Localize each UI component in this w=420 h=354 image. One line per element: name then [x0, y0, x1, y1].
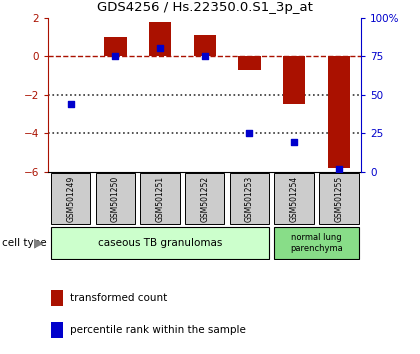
Bar	[194, 35, 216, 56]
Text: GSM501252: GSM501252	[200, 176, 209, 222]
Text: GSM501254: GSM501254	[290, 176, 299, 222]
FancyBboxPatch shape	[51, 173, 90, 224]
Point	[202, 53, 208, 59]
Bar	[51, 290, 63, 306]
Point	[336, 166, 342, 171]
FancyBboxPatch shape	[96, 173, 135, 224]
Text: GSM501251: GSM501251	[155, 176, 165, 222]
FancyBboxPatch shape	[275, 227, 359, 259]
FancyBboxPatch shape	[319, 173, 359, 224]
Text: GSM501255: GSM501255	[334, 176, 344, 222]
Bar	[238, 56, 261, 70]
Bar	[149, 22, 171, 56]
Text: GSM501250: GSM501250	[111, 176, 120, 222]
Point	[157, 46, 163, 51]
Point	[246, 130, 253, 136]
Text: caseous TB granulomas: caseous TB granulomas	[98, 238, 222, 248]
Bar	[328, 56, 350, 168]
Point	[291, 139, 297, 145]
Bar	[104, 37, 126, 56]
Text: ▶: ▶	[34, 236, 43, 249]
Point	[112, 53, 119, 59]
FancyBboxPatch shape	[230, 173, 269, 224]
Text: transformed count: transformed count	[70, 293, 167, 303]
Point	[67, 101, 74, 107]
Bar	[283, 56, 305, 104]
Text: percentile rank within the sample: percentile rank within the sample	[70, 325, 245, 335]
Text: cell type: cell type	[2, 238, 47, 248]
Text: GSM501249: GSM501249	[66, 176, 75, 222]
FancyBboxPatch shape	[275, 173, 314, 224]
Text: normal lung
parenchyma: normal lung parenchyma	[290, 233, 343, 252]
Bar	[51, 322, 63, 338]
FancyBboxPatch shape	[51, 227, 269, 259]
FancyBboxPatch shape	[140, 173, 180, 224]
Title: GDS4256 / Hs.22350.0.S1_3p_at: GDS4256 / Hs.22350.0.S1_3p_at	[97, 1, 312, 14]
Text: GSM501253: GSM501253	[245, 176, 254, 222]
FancyBboxPatch shape	[185, 173, 224, 224]
